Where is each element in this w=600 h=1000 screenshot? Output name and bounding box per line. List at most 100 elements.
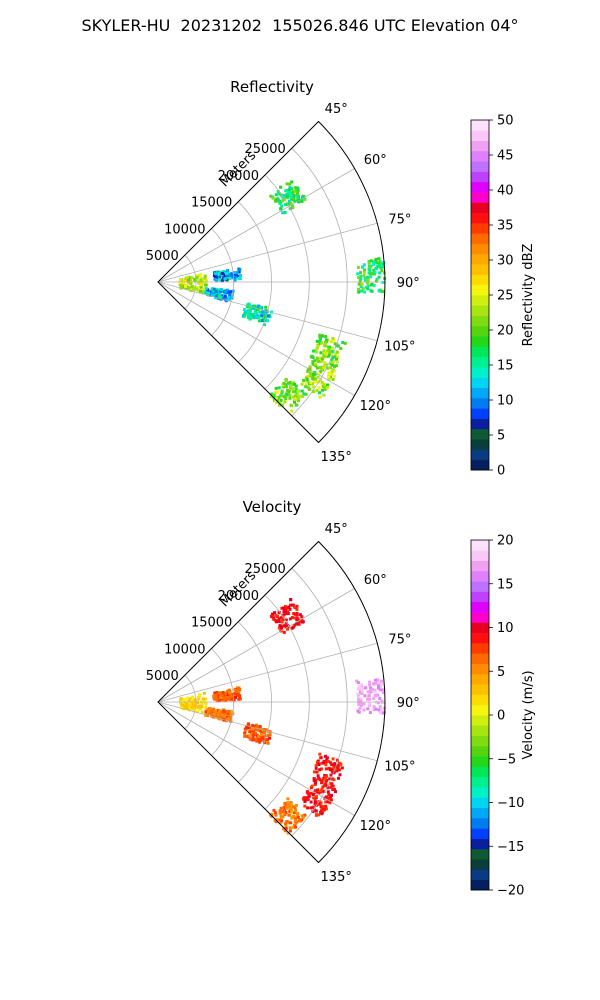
- reflectivity-echo-cell: [303, 197, 307, 201]
- velocity-echo-cell: [260, 733, 264, 736]
- velocity-echo-cell: [279, 816, 283, 820]
- velocity-echo-cell: [286, 610, 290, 614]
- reflectivity-echo-cell: [179, 284, 183, 288]
- velocity-echo-cell: [280, 606, 284, 610]
- reflectivity-echo-cell: [309, 374, 313, 378]
- velocity-colorbar-tick-label: −5: [497, 752, 516, 767]
- velocity-echo-cell: [337, 768, 341, 772]
- reflectivity-echo-cell: [322, 348, 326, 352]
- velocity-echo-cell: [358, 706, 362, 710]
- velocity-echo-cell: [319, 809, 323, 813]
- reflectivity-echo-cell: [220, 272, 224, 275]
- velocity-colorbar-segment: [471, 735, 489, 747]
- reflectivity-echo-cell: [251, 306, 255, 310]
- velocity-echo-cell: [288, 603, 292, 607]
- reflectivity-colorbar-tick-label: 25: [497, 289, 514, 304]
- reflectivity-echo-cell: [324, 340, 327, 344]
- reflectivity-angle-tick-label: 60°: [364, 153, 387, 168]
- velocity-echo-cell: [261, 730, 265, 734]
- reflectivity-echo-cell: [318, 335, 322, 339]
- reflectivity-echo-cell: [195, 278, 199, 282]
- velocity-colorbar-tick-label: 0: [497, 709, 505, 724]
- velocity-echo-cell: [230, 697, 234, 701]
- velocity-echo-cell: [323, 777, 327, 781]
- reflectivity-echo-cell: [301, 195, 304, 199]
- reflectivity-echo-cell: [311, 372, 315, 376]
- reflectivity-echo-cell: [358, 279, 362, 282]
- reflectivity-echo-cell: [178, 281, 182, 285]
- velocity-echo-cell: [327, 760, 331, 763]
- reflectivity-echo-cell: [288, 186, 292, 189]
- reflectivity-angle-tick-label: 45°: [325, 102, 348, 117]
- reflectivity-echo-cell: [247, 302, 251, 306]
- velocity-echo-cell: [212, 713, 216, 717]
- velocity-echo-cell: [245, 734, 249, 738]
- velocity-echo-cell: [196, 705, 200, 709]
- reflectivity-echo-cell: [313, 377, 317, 381]
- reflectivity-echo-cell: [289, 384, 293, 388]
- velocity-echo-cell: [378, 680, 382, 684]
- reflectivity-echo-cell: [220, 273, 224, 277]
- reflectivity-echo-cell: [230, 275, 234, 279]
- reflectivity-colorbar-segment: [471, 295, 489, 306]
- reflectivity-echo-cell: [297, 399, 300, 403]
- velocity-colorbar-segment: [471, 673, 489, 685]
- velocity-echo-cell: [303, 796, 306, 800]
- velocity-echo-cell: [282, 827, 286, 831]
- velocity-echo-cell: [200, 702, 204, 706]
- velocity-echo-cell: [216, 712, 220, 716]
- reflectivity-echo-cell: [317, 372, 321, 376]
- velocity-echo-cell: [360, 689, 364, 693]
- reflectivity-echo-cell: [291, 192, 294, 196]
- reflectivity-echo-cell: [204, 287, 208, 291]
- velocity-echo-cell: [220, 715, 224, 719]
- velocity-echo-cell: [293, 823, 297, 827]
- velocity-echo-cell: [246, 726, 250, 729]
- velocity-echo-cell: [291, 805, 295, 809]
- reflectivity-echo-cell: [315, 366, 319, 370]
- velocity-echo-cell: [228, 716, 232, 720]
- velocity-echo-cell: [226, 692, 230, 696]
- reflectivity-echo-cell: [199, 285, 203, 289]
- reflectivity-echo-cell: [282, 385, 286, 389]
- reflectivity-echo-cell: [278, 201, 282, 205]
- reflectivity-echo-cell: [290, 195, 294, 199]
- reflectivity-echo-cell: [332, 355, 336, 359]
- reflectivity-colorbar-segment: [471, 130, 489, 141]
- velocity-echo-cell: [314, 766, 318, 770]
- reflectivity-echo-cell: [285, 390, 289, 394]
- reflectivity-colorbar-segment: [471, 284, 489, 296]
- velocity-echo-cell: [221, 691, 225, 694]
- reflectivity-azimuth-spoke: [157, 222, 378, 283]
- velocity-echo-cell: [283, 829, 287, 833]
- reflectivity-colorbar-tick-label: 40: [497, 184, 514, 199]
- reflectivity-echo-cell: [292, 381, 296, 385]
- reflectivity-echo-cell: [256, 315, 259, 319]
- velocity-azimuth-spoke: [157, 701, 378, 762]
- reflectivity-colorbar-segment: [471, 253, 489, 265]
- reflectivity-echo-cell: [277, 198, 281, 202]
- reflectivity-echo-cell: [291, 205, 295, 209]
- reflectivity-colorbar-segment: [471, 305, 489, 316]
- velocity-echo-cell: [364, 686, 368, 690]
- reflectivity-sector-outline: [157, 120, 386, 444]
- reflectivity-echo-cell: [285, 182, 289, 186]
- velocity-colorbar-segment: [471, 797, 489, 809]
- velocity-echo-cell: [228, 719, 232, 722]
- reflectivity-radial-tick-label: 10000: [164, 223, 205, 238]
- velocity-echo-cell: [259, 736, 263, 740]
- velocity-echo-cell: [356, 687, 360, 691]
- reflectivity-echo-cell: [324, 338, 328, 342]
- reflectivity-echo-cell: [323, 354, 327, 358]
- reflectivity-echo-cell: [214, 272, 218, 276]
- velocity-echo-cell: [235, 687, 239, 691]
- velocity-echo-cell: [204, 705, 208, 709]
- velocity-echo-cell: [324, 754, 327, 758]
- velocity-echo-cell: [375, 693, 379, 697]
- reflectivity-echo-cell: [193, 279, 197, 283]
- velocity-echo-cell: [204, 702, 208, 706]
- reflectivity-echo-cell: [271, 196, 275, 200]
- velocity-echo-cell: [303, 800, 307, 803]
- reflectivity-echo-cell: [283, 210, 287, 214]
- reflectivity-echo-cell: [260, 319, 264, 323]
